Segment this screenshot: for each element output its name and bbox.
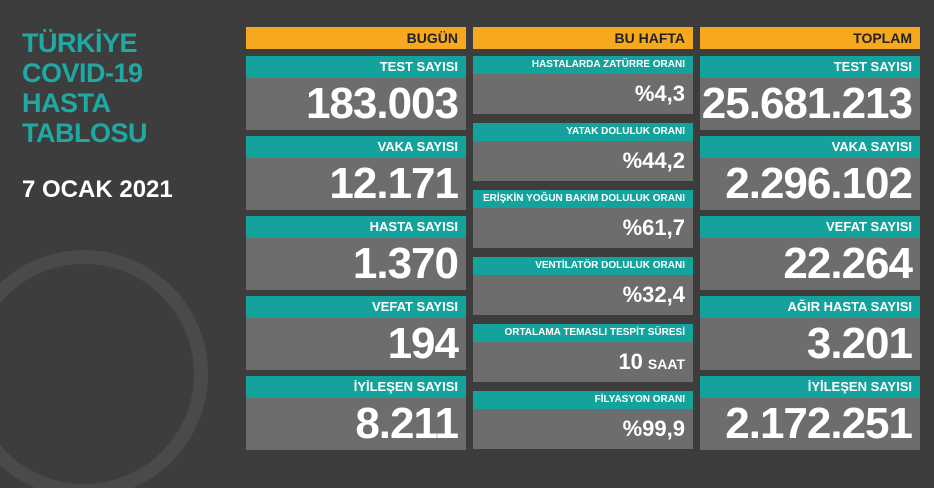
stat-value: %61,7 [473, 208, 693, 248]
stat-value: 10 SAAT [473, 342, 693, 382]
value-number: 194 [387, 319, 459, 368]
stat-label: ORTALAMA TEMASLI TESPİT SÜRESİ [473, 324, 693, 342]
stat-label: VEFAT SAYISI [246, 296, 466, 318]
stat-value: 3.201 [700, 318, 920, 370]
date: 7 OCAK 2021 [22, 176, 173, 203]
value-number: %99,9 [622, 416, 685, 441]
stat-label: HASTALARDA ZATÜRRE ORANI [473, 56, 693, 74]
stat-card: HASTA SAYISI 1.370 [246, 216, 466, 290]
column-header: TOPLAM [700, 27, 920, 49]
stat-value: %32,4 [473, 275, 693, 315]
stat-card: AĞIR HASTA SAYISI 3.201 [700, 296, 920, 370]
stat-card: VENTİLATÖR DOLULUK ORANI %32,4 [473, 257, 693, 315]
stat-label: VAKA SAYISI [246, 136, 466, 158]
emblem [0, 250, 208, 488]
stat-label: FİLYASYON ORANI [473, 391, 693, 409]
stat-card: ERİŞKİN YOĞUN BAKIM DOLULUK ORANI %61,7 [473, 190, 693, 248]
value-number: 2.296.102 [725, 159, 913, 208]
title-line: HASTA [22, 88, 111, 118]
stat-label: YATAK DOLULUK ORANI [473, 123, 693, 141]
value-number: 10 [618, 349, 643, 374]
value-number: %4,3 [634, 81, 685, 106]
title-line: TABLOSU [22, 118, 148, 148]
stat-label: HASTA SAYISI [246, 216, 466, 238]
stat-value: 25.681.213 [700, 78, 920, 130]
unit: SAAT [647, 356, 685, 372]
stat-card: VAKA SAYISI 12.171 [246, 136, 466, 210]
value-number: %32,4 [622, 282, 685, 307]
value-number: 1.370 [352, 239, 459, 288]
stat-label: TEST SAYISI [700, 56, 920, 78]
value-number: 183.003 [305, 79, 459, 128]
stat-value: 12.171 [246, 158, 466, 210]
stat-card: VEFAT SAYISI 22.264 [700, 216, 920, 290]
value-number: 2.172.251 [725, 399, 913, 448]
value-number: 12.171 [329, 159, 459, 208]
title-line: COVID-19 [22, 58, 143, 88]
title-line: TÜRKİYE [22, 28, 138, 58]
stat-value: 194 [246, 318, 466, 370]
stat-card: İYİLEŞEN SAYISI 8.211 [246, 376, 466, 450]
stat-card: TEST SAYISI 25.681.213 [700, 56, 920, 130]
stat-label: İYİLEŞEN SAYISI [246, 376, 466, 398]
stat-value: 1.370 [246, 238, 466, 290]
stat-value: 2.172.251 [700, 398, 920, 450]
stat-card: FİLYASYON ORANI %99,9 [473, 391, 693, 449]
stat-label: AĞIR HASTA SAYISI [700, 296, 920, 318]
stat-value: 22.264 [700, 238, 920, 290]
value-number: 22.264 [783, 239, 913, 288]
stat-card: TEST SAYISI 183.003 [246, 56, 466, 130]
stat-label: ERİŞKİN YOĞUN BAKIM DOLULUK ORANI [473, 190, 693, 208]
stat-value: 8.211 [246, 398, 466, 450]
stat-card: VEFAT SAYISI 194 [246, 296, 466, 370]
value-number: %61,7 [622, 215, 685, 240]
stat-card: ORTALAMA TEMASLI TESPİT SÜRESİ 10 SAAT [473, 324, 693, 382]
value-number: %44,2 [622, 148, 685, 173]
stat-value: %99,9 [473, 409, 693, 449]
stat-label: VAKA SAYISI [700, 136, 920, 158]
value-number: 25.681.213 [701, 79, 913, 128]
stat-value: 2.296.102 [700, 158, 920, 210]
stat-label: VENTİLATÖR DOLULUK ORANI [473, 257, 693, 275]
stat-value: %44,2 [473, 141, 693, 181]
stat-card: İYİLEŞEN SAYISI 2.172.251 [700, 376, 920, 450]
stat-card: YATAK DOLULUK ORANI %44,2 [473, 123, 693, 181]
stat-label: VEFAT SAYISI [700, 216, 920, 238]
column-header: BUGÜN [246, 27, 466, 49]
stat-value: 183.003 [246, 78, 466, 130]
stat-card: VAKA SAYISI 2.296.102 [700, 136, 920, 210]
stat-value: %4,3 [473, 74, 693, 114]
value-number: 3.201 [806, 319, 913, 368]
stat-card: HASTALARDA ZATÜRRE ORANI %4,3 [473, 56, 693, 114]
stat-label: İYİLEŞEN SAYISI [700, 376, 920, 398]
value-number: 8.211 [355, 399, 459, 448]
stat-label: TEST SAYISI [246, 56, 466, 78]
column-header: BU HAFTA [473, 27, 693, 49]
